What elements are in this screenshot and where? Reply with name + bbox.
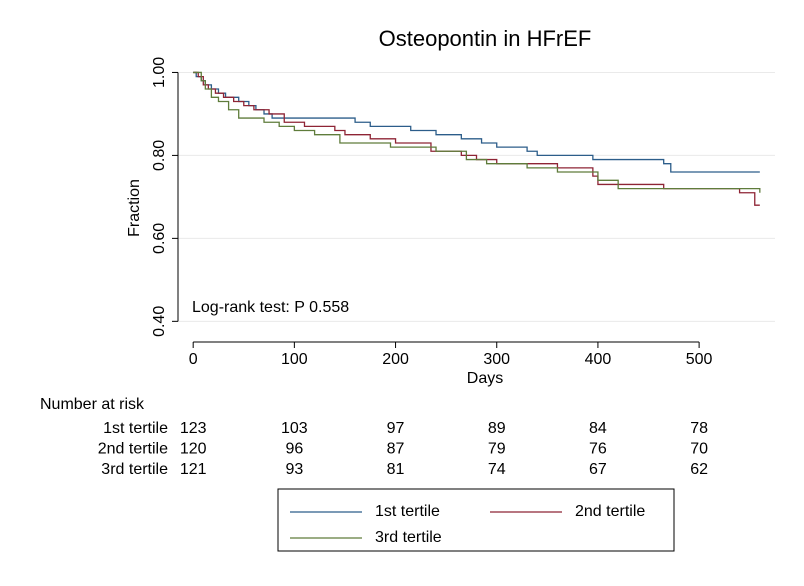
x-tick-label: 400	[585, 351, 612, 368]
risk-value: 123	[180, 420, 207, 437]
x-tick-label: 500	[686, 351, 713, 368]
risk-value: 121	[180, 461, 207, 478]
annotation: Log-rank test: P 0.558	[192, 299, 349, 316]
x-tick-label: 200	[382, 351, 409, 368]
x-tick-label: 300	[483, 351, 510, 368]
chart-title: Osteopontin in HFrEF	[379, 26, 592, 51]
risk-value: 74	[488, 461, 506, 478]
y-axis-label: Fraction	[126, 179, 143, 237]
survival-curve	[193, 71, 761, 193]
risk-row-label: 3rd tertile	[101, 461, 168, 478]
y-tick-label: 1.00	[151, 57, 168, 88]
risk-value: 96	[285, 441, 303, 458]
risk-value: 79	[488, 441, 506, 458]
risk-table-title: Number at risk	[40, 396, 145, 413]
legend-label: 3rd tertile	[375, 529, 442, 546]
y-tick-label: 0.60	[151, 223, 168, 254]
risk-value: 78	[690, 420, 708, 437]
risk-value: 93	[285, 461, 303, 478]
risk-value: 89	[488, 420, 506, 437]
risk-value: 120	[180, 441, 207, 458]
y-tick-label: 0.80	[151, 140, 168, 171]
risk-value: 84	[589, 420, 607, 437]
x-tick-label: 100	[281, 351, 308, 368]
legend-label: 1st tertile	[375, 503, 440, 520]
risk-value: 103	[281, 420, 308, 437]
x-axis-label: Days	[467, 370, 503, 387]
y-tick-label: 0.40	[151, 306, 168, 337]
legend-label: 2nd tertile	[575, 503, 645, 520]
legend-box	[277, 488, 675, 552]
survival-curve	[193, 71, 760, 206]
risk-value: 70	[690, 441, 708, 458]
risk-row-label: 2nd tertile	[98, 441, 168, 458]
risk-value: 62	[690, 461, 708, 478]
risk-value: 76	[589, 441, 607, 458]
risk-value: 97	[387, 420, 405, 437]
risk-value: 81	[387, 461, 405, 478]
risk-value: 67	[589, 461, 607, 478]
risk-value: 87	[387, 441, 405, 458]
x-tick-label: 0	[189, 351, 198, 368]
risk-row-label: 1st tertile	[103, 420, 168, 437]
